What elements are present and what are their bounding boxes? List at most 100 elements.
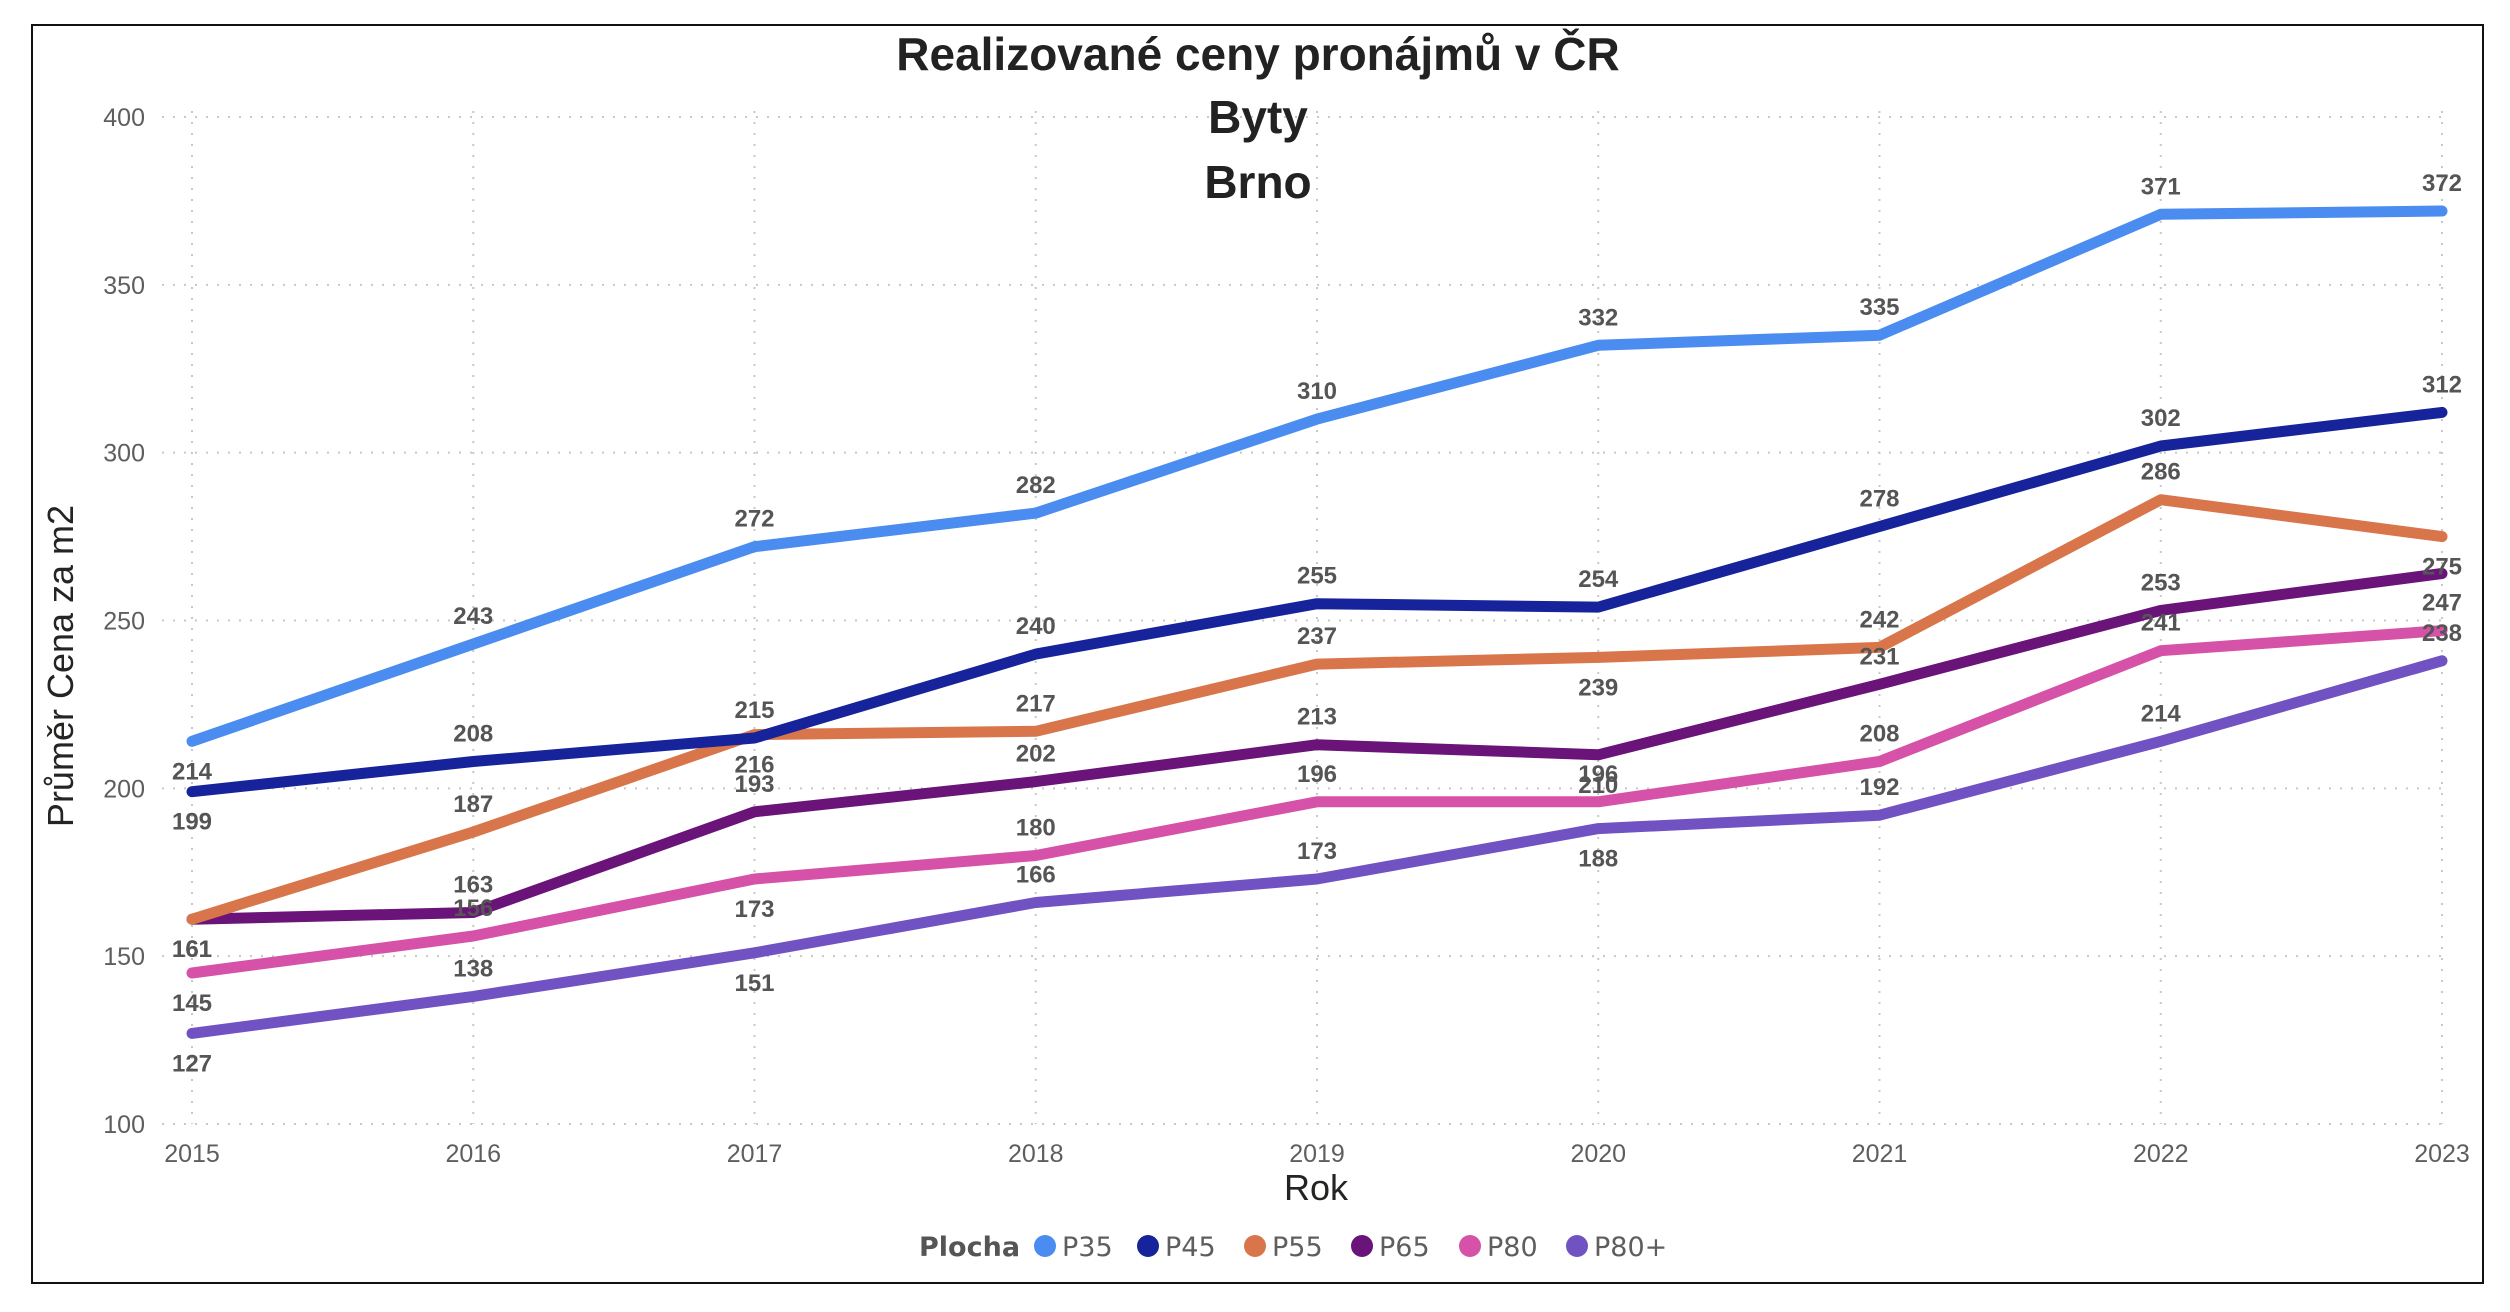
data-label: 196 <box>1578 761 1618 788</box>
y-axis-ticks: 100 150 200 250 300 350 400 <box>103 104 145 1139</box>
legend-label: P80 <box>1487 1232 1538 1263</box>
series-line-p80 <box>186 625 2448 979</box>
x-tick-label: 2019 <box>1289 1140 1345 1168</box>
data-label: 335 <box>1859 294 1899 321</box>
data-label: 127 <box>172 1050 212 1077</box>
data-label: 214 <box>172 758 213 785</box>
data-label: 239 <box>1578 674 1618 701</box>
y-tick-label: 300 <box>103 440 145 468</box>
legend-items: P35 P45 P55 P65 P80 P80+ <box>1034 1232 1667 1263</box>
data-label: 192 <box>1859 774 1899 801</box>
data-label: 202 <box>1016 741 1056 768</box>
legend-label: P55 <box>1272 1232 1323 1263</box>
legend-marker <box>1034 1235 1056 1257</box>
data-label: 151 <box>734 970 774 997</box>
data-label: 238 <box>2422 620 2462 647</box>
legend-marker <box>1137 1235 1159 1257</box>
y-tick-label: 100 <box>103 1111 145 1139</box>
y-axis-title: Průměr Cena za m2 <box>40 505 81 827</box>
series-line-p55 <box>186 494 2448 925</box>
data-label: 210 <box>1578 772 1618 799</box>
legend-marker <box>1566 1235 1588 1257</box>
line-chart: Realizované ceny pronájmů v ČR Byty Brno… <box>40 28 2470 1263</box>
data-label: 286 <box>2141 459 2181 486</box>
legend-marker <box>1459 1235 1481 1257</box>
data-label: 196 <box>1297 761 1337 788</box>
data-label: 278 <box>1859 486 1899 513</box>
data-label: 231 <box>1859 643 1899 670</box>
x-tick-label: 2020 <box>1570 1140 1626 1168</box>
series-line-p80-plus <box>186 655 2448 1039</box>
data-label: 208 <box>1859 720 1899 747</box>
legend-marker <box>1244 1235 1266 1257</box>
legend: Plocha P35 P45 P55 P65 P80 P80+ <box>919 1232 1667 1263</box>
y-tick-label: 200 <box>103 775 145 803</box>
data-label: 214 <box>2141 700 2182 727</box>
series-line-p35 <box>186 205 2448 747</box>
data-label: 247 <box>2422 590 2462 617</box>
data-label: 188 <box>1578 846 1618 873</box>
x-tick-label: 2016 <box>445 1140 501 1168</box>
x-tick-label: 2017 <box>727 1140 783 1168</box>
data-label: 216 <box>734 752 774 779</box>
x-tick-label: 2023 <box>2414 1140 2470 1168</box>
legend-label: P65 <box>1379 1232 1430 1263</box>
x-tick-label: 2021 <box>1852 1140 1908 1168</box>
data-label: 208 <box>453 720 493 747</box>
data-label: 156 <box>453 895 493 922</box>
data-label: 237 <box>1297 623 1337 650</box>
data-label: 193 <box>734 771 774 798</box>
x-axis-title: Rok <box>1284 1167 1349 1208</box>
y-tick-label: 400 <box>103 104 145 132</box>
title-line-1: Realizované ceny pronájmů v ČR <box>896 28 1619 80</box>
title-line-3: Brno <box>1204 156 1311 208</box>
legend-label: P45 <box>1165 1232 1216 1263</box>
y-tick-label: 150 <box>103 943 145 971</box>
data-label: 371 <box>2141 173 2181 200</box>
data-label: 166 <box>1016 861 1056 888</box>
data-label: 312 <box>2422 371 2462 398</box>
data-label: 145 <box>172 990 212 1017</box>
data-label: 163 <box>453 872 493 899</box>
y-tick-label: 350 <box>103 272 145 300</box>
data-label: 173 <box>734 896 774 923</box>
data-label: 138 <box>453 955 493 982</box>
data-label: 332 <box>1578 304 1618 331</box>
x-tick-label: 2015 <box>164 1140 220 1168</box>
data-label: 187 <box>453 791 493 818</box>
data-label: 241 <box>2141 610 2181 637</box>
series-line-p65 <box>186 568 2448 925</box>
data-labels: 214 243 272 282 310 332 335 371 372 199 208 215 240 2… <box>172 170 2462 1077</box>
data-label: 180 <box>1016 814 1056 841</box>
data-label: 199 <box>172 809 212 836</box>
data-label: 272 <box>734 506 774 533</box>
data-label: 240 <box>1016 613 1056 640</box>
data-label: 302 <box>2141 405 2181 432</box>
x-tick-label: 2018 <box>1008 1140 1064 1168</box>
data-label: 173 <box>1297 838 1337 865</box>
legend-title: Plocha <box>919 1232 1020 1263</box>
legend-label: P35 <box>1062 1232 1113 1263</box>
x-axis-ticks: 2015 2016 2017 2018 2019 2020 2021 2022 2023 <box>164 1140 2470 1168</box>
data-label: 282 <box>1016 472 1056 499</box>
data-label: 310 <box>1297 378 1337 405</box>
data-label: 161 <box>172 936 212 963</box>
data-label: 213 <box>1297 704 1337 731</box>
title-line-2: Byty <box>1208 91 1308 143</box>
series-lines <box>186 205 2448 1039</box>
data-label: 372 <box>2422 170 2462 197</box>
legend-marker <box>1351 1235 1373 1257</box>
y-tick-label: 250 <box>103 608 145 636</box>
data-label: 243 <box>453 603 493 630</box>
data-label: 215 <box>734 697 774 724</box>
data-label: 255 <box>1297 563 1337 590</box>
data-label: 253 <box>2141 569 2181 596</box>
series-line-p45 <box>186 406 2448 798</box>
data-label: 254 <box>1578 566 1619 593</box>
data-label: 217 <box>1016 690 1056 717</box>
x-tick-label: 2022 <box>2133 1140 2189 1168</box>
gridlines <box>162 111 2450 1125</box>
chart-frame: Realizované ceny pronájmů v ČR Byty Brno… <box>31 24 2484 1284</box>
chart-title: Realizované ceny pronájmů v ČR Byty Brno <box>896 28 1619 208</box>
legend-label: P80+ <box>1594 1232 1667 1263</box>
